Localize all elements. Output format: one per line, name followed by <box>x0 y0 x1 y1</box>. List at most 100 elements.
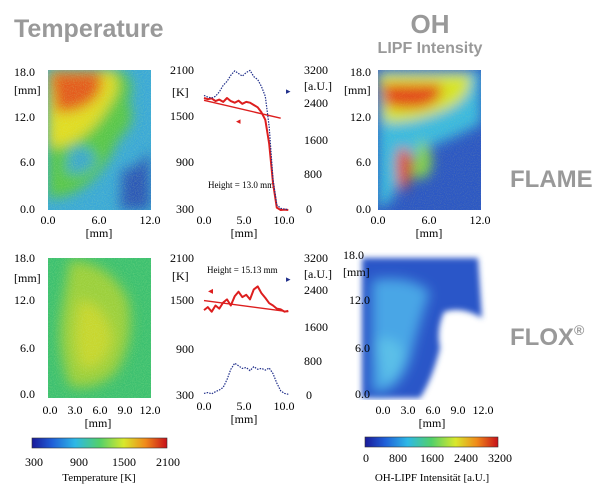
flox-profiles-axes: 2100 [K] 1500 900 300 3200 [a.U.] 2400 1… <box>170 251 332 426</box>
flame-oh-y-unit: [mm] <box>344 83 371 97</box>
flame-temp-x-tick-0: 0.0 <box>41 213 56 227</box>
flame-profiles-series-0-temperature-line <box>203 97 289 211</box>
flox-prof-left-tick-3: 300 <box>176 388 194 402</box>
flox-oh-y-tick-3: 0.0 <box>355 387 370 401</box>
flox-temp-x-tick-3: 9.0 <box>118 403 133 417</box>
flox-oh-y-tick-0: 18.0 <box>343 248 364 262</box>
flox-oh-x-tick-3: 9.0 <box>451 403 466 417</box>
oh-colorbar-tick-3: 2400 <box>454 451 478 465</box>
flame-prof-right-unit: [a.U.] <box>304 79 332 93</box>
flame-profiles-plot <box>203 69 289 211</box>
temperature-colorbar-gradient <box>31 437 168 449</box>
flox-prof-left-tick-2: 900 <box>176 342 194 356</box>
flox-oh-map <box>356 252 488 400</box>
flox-prof-x-tick-0: 0.0 <box>197 399 212 413</box>
flox-oh-x-unit: [mm] <box>419 416 446 430</box>
lipf-intensity-heading: LIPF Intensity <box>378 40 483 57</box>
flox-temp-x-tick-4: 12.0 <box>140 403 161 417</box>
oh-colorbar-tick-0: 0 <box>363 451 369 465</box>
flox-prof-right-tick-2: 1600 <box>304 320 328 334</box>
flox-row-label-text: FLOX <box>510 324 574 351</box>
flame-prof-right-tick-0: 3200 <box>304 63 328 77</box>
flame-prof-right-tick-2: 1600 <box>304 133 328 147</box>
flame-prof-height-label: Height = 13.0 mm <box>208 180 274 190</box>
flox-profiles-series-2-oh-line <box>203 362 289 395</box>
oh-colorbar-tick-4: 3200 <box>488 451 512 465</box>
flame-oh-y-tick-1: 12.0 <box>350 110 371 124</box>
flame-prof-x-unit: [mm] <box>231 226 258 240</box>
flox-row-label: FLOX® <box>510 322 585 351</box>
flox-prof-x-tick-1: 5.0 <box>237 399 252 413</box>
flame-prof-right-tick-3: 800 <box>304 167 322 181</box>
temperature-heading: Temperature <box>14 15 164 43</box>
flame-oh-x-tick-1: 6.0 <box>422 213 437 227</box>
flame-prof-x-tick-0: 0.0 <box>197 213 212 227</box>
flox-temp-x-tick-0: 0.0 <box>43 403 58 417</box>
flame-temp-x-tick-1: 6.0 <box>92 213 107 227</box>
flame-prof-left-tick-0: 2100 <box>170 63 194 77</box>
flame-row-label: FLAME <box>510 166 593 193</box>
flame-prof-left-arrow: ◂ <box>236 116 241 126</box>
flame-temp-x-unit: [mm] <box>86 226 113 240</box>
oh-heading: OH <box>411 9 450 39</box>
flox-prof-right-tick-3: 800 <box>304 354 322 368</box>
flox-oh-y-tick-2: 6.0 <box>355 341 370 355</box>
temperature-colorbar-tick-2: 1500 <box>112 455 136 469</box>
flox-profiles-plot <box>203 285 289 395</box>
flox-prof-right-tick-4: 0 <box>306 388 312 402</box>
flame-oh-y-tick-3: 0.0 <box>356 202 371 216</box>
flame-oh-y-tick-2: 6.0 <box>356 155 371 169</box>
flame-prof-right-arrow: ▸ <box>286 86 291 96</box>
flox-temp-y-tick-1: 12.0 <box>14 293 35 307</box>
temperature-colorbar-tick-1: 900 <box>70 455 88 469</box>
flame-temp-y-tick-1: 12.0 <box>14 110 35 124</box>
temperature-colorbar-label: Temperature [K] <box>62 472 135 484</box>
flame-temperature-axes: [mm] 18.0 12.0 6.0 0.0 0.0 6.0 12.0 [mm] <box>14 65 161 240</box>
flame-profiles-series-1-trend <box>203 99 281 119</box>
flox-prof-x-tick-2: 10.0 <box>274 399 295 413</box>
flame-prof-left-tick-1: 1500 <box>170 109 194 123</box>
flox-temp-y-tick-0: 18.0 <box>14 251 35 265</box>
flox-temp-y-tick-2: 6.0 <box>20 341 35 355</box>
flox-prof-left-unit: [K] <box>172 269 189 283</box>
flox-temp-y-tick-3: 0.0 <box>20 387 35 401</box>
flame-prof-x-tick-1: 5.0 <box>237 213 252 227</box>
flox-oh-axes: [mm] 18.0 12.0 6.0 0.0 0.0 3.0 6.0 9.0 1… <box>343 248 494 430</box>
flame-temp-y-unit: [mm] <box>14 83 41 97</box>
flox-oh-y-tick-1: 12.0 <box>349 293 370 307</box>
flox-prof-right-tick-0: 3200 <box>304 251 328 265</box>
temperature-colorbar-tick-3: 2100 <box>156 455 180 469</box>
flox-oh-y-unit: [mm] <box>343 265 370 279</box>
flox-temperature-axes: [mm] 18.0 12.0 6.0 0.0 0.0 3.0 6.0 9.0 1… <box>14 251 161 430</box>
flame-oh-x-unit: [mm] <box>416 226 443 240</box>
oh-colorbar-label: OH-LIPF Intensität [a.U.] <box>375 472 489 484</box>
flox-registered-mark: ® <box>574 322 585 338</box>
flame-prof-right-tick-1: 2400 <box>304 96 328 110</box>
flame-temp-x-tick-2: 12.0 <box>140 213 161 227</box>
flame-prof-left-tick-3: 300 <box>176 202 194 216</box>
oh-colorbar-tick-1: 800 <box>389 451 407 465</box>
flox-prof-left-tick-1: 1500 <box>170 293 194 307</box>
flox-prof-right-arrow: ▸ <box>286 274 291 284</box>
flox-temp-x-tick-2: 6.0 <box>93 403 108 417</box>
flox-prof-left-tick-0: 2100 <box>170 251 194 265</box>
temperature-colorbar-tick-0: 300 <box>25 455 43 469</box>
oh-colorbar: 0 800 1600 2400 3200 OH-LIPF Intensität … <box>363 436 512 484</box>
flox-temp-x-tick-1: 3.0 <box>68 403 83 417</box>
flame-temp-y-tick-3: 0.0 <box>20 202 35 216</box>
flame-oh-axes: [mm] 18.0 12.0 6.0 0.0 0.0 6.0 12.0 [mm] <box>344 65 491 240</box>
flox-prof-height-label: Height = 15.13 mm <box>207 265 278 275</box>
flox-prof-right-unit: [a.U.] <box>304 267 332 281</box>
flox-temperature-map <box>48 258 151 398</box>
flame-temperature-map <box>48 70 151 210</box>
flox-oh-x-tick-4: 12.0 <box>473 403 494 417</box>
flame-temp-y-tick-0: 18.0 <box>14 65 35 79</box>
flox-oh-x-tick-2: 6.0 <box>426 403 441 417</box>
flame-oh-map <box>378 70 481 210</box>
flame-prof-left-tick-2: 900 <box>176 155 194 169</box>
oh-colorbar-gradient <box>364 436 499 448</box>
flox-temp-x-unit: [mm] <box>85 416 112 430</box>
flame-prof-left-unit: [K] <box>172 85 189 99</box>
flame-oh-x-tick-2: 12.0 <box>470 213 491 227</box>
